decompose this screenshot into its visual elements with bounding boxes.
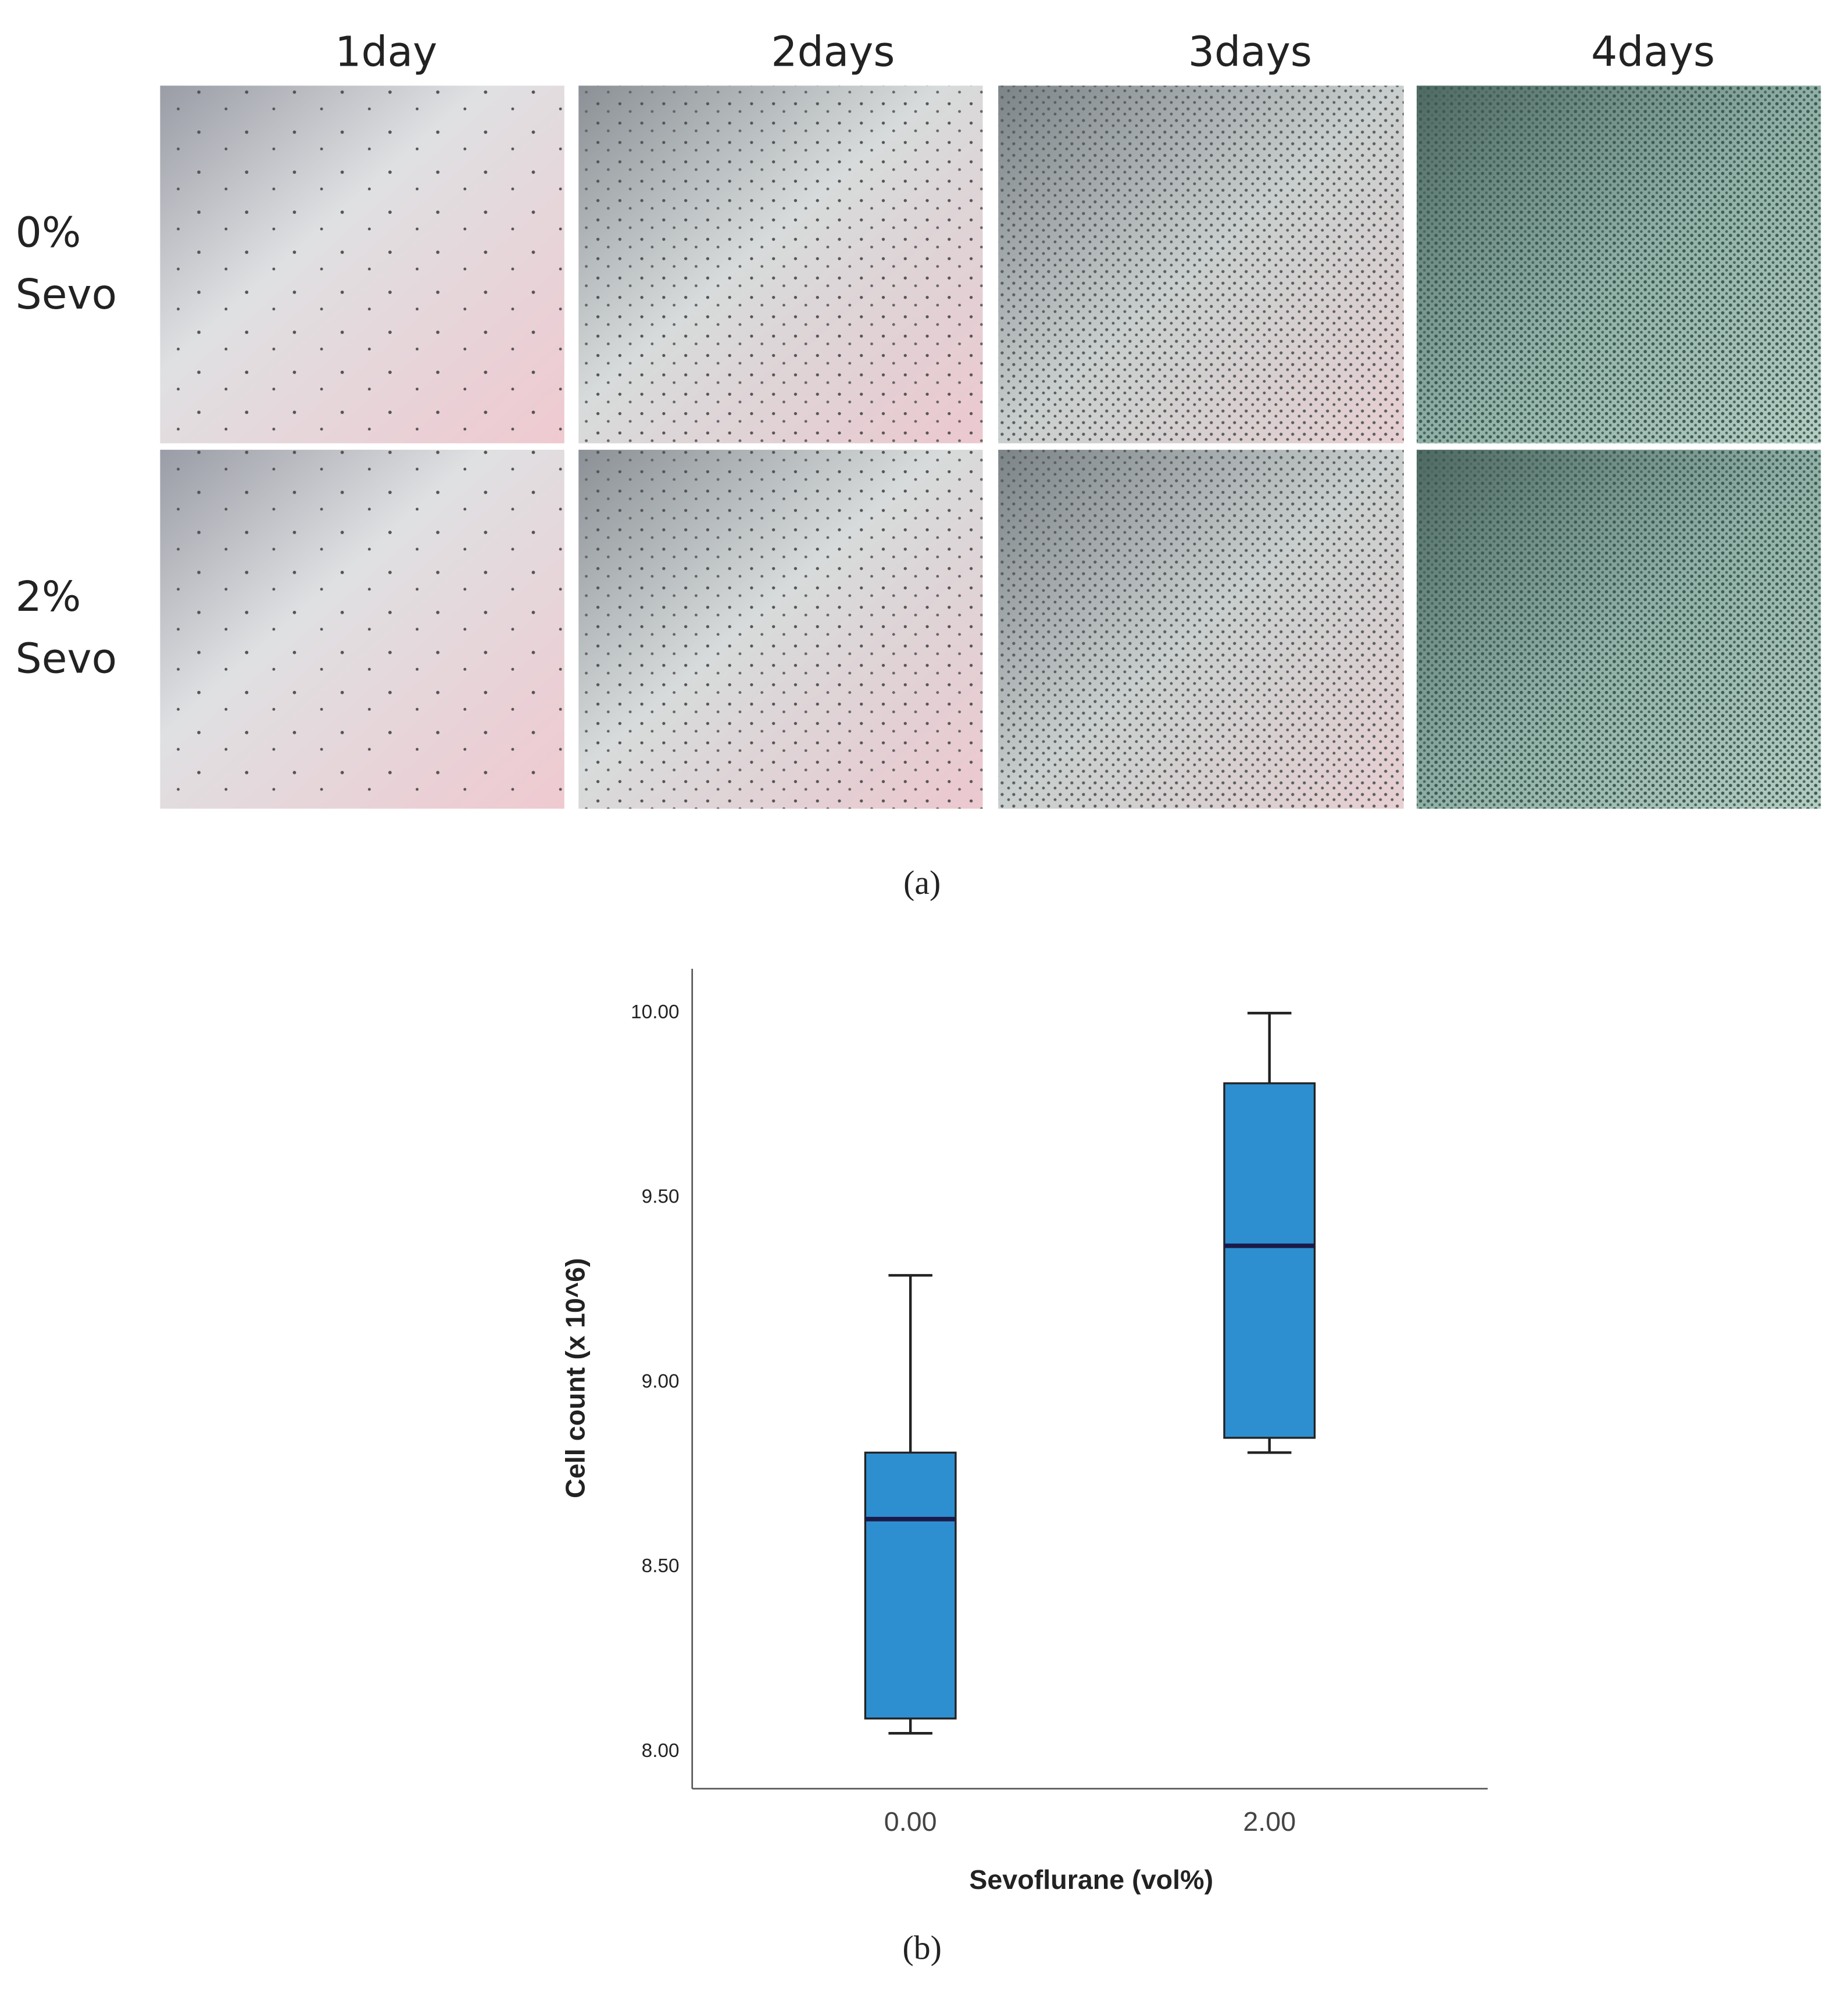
box: [1223, 1082, 1316, 1439]
cells: [578, 449, 983, 809]
y-tick-label: 8.00: [642, 1740, 680, 1762]
x-axis-label: Sevoflurane (vol%): [969, 1864, 1213, 1895]
caption: (b): [902, 1930, 941, 1967]
caption: (a): [903, 865, 941, 901]
cells: [160, 85, 564, 443]
micrograph-grid: [160, 85, 1821, 809]
y-tick-label: 8.50: [642, 1555, 680, 1577]
y-tick-label: 9.50: [642, 1186, 680, 1208]
row-label: Sevo: [16, 635, 117, 683]
cells: [1417, 85, 1821, 443]
row-label: 0%: [16, 209, 81, 257]
column-label: 4days: [1591, 28, 1715, 76]
column-label: 2days: [771, 28, 895, 76]
cells: [160, 449, 564, 809]
y-tick-label: 10.00: [631, 1001, 679, 1023]
x-tick-label: 2.00: [1243, 1806, 1296, 1837]
y-tick-label: 9.00: [642, 1370, 680, 1392]
cells: [578, 85, 983, 443]
cells: [1417, 449, 1821, 809]
cells: [998, 85, 1404, 443]
cells: [998, 449, 1404, 809]
column-label: 3days: [1188, 28, 1312, 76]
y-axis-label: Cell count (x 10^6): [560, 1258, 590, 1498]
box: [864, 1451, 957, 1720]
x-tick-label: 0.00: [884, 1806, 937, 1837]
row-label: 2%: [16, 572, 81, 621]
row-label: Sevo: [16, 270, 117, 318]
column-label: 1day: [335, 28, 437, 76]
